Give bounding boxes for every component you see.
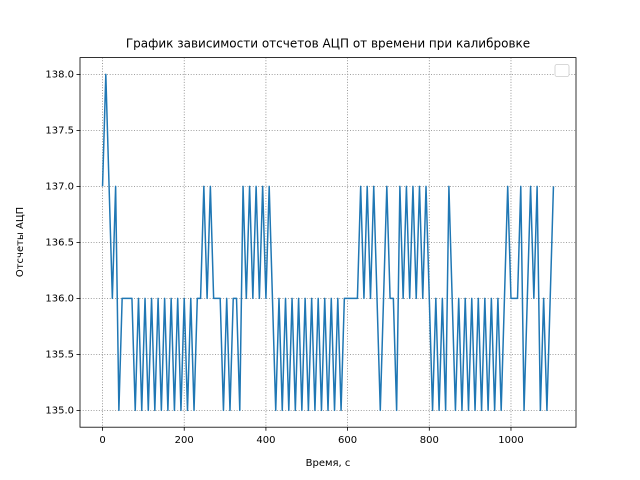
y-tick-label: 138.0	[45, 69, 74, 80]
x-tick-label: 600	[338, 435, 357, 446]
x-tick-label: 800	[420, 435, 439, 446]
data-line	[101, 73, 555, 412]
chart-title: График зависимости отсчетов АЦП от време…	[126, 37, 530, 51]
legend	[554, 64, 570, 77]
x-tick-label: 200	[175, 435, 194, 446]
y-tick-label: 136.0	[45, 293, 74, 304]
x-tick-label: 0	[99, 435, 105, 446]
y-tick-label: 137.0	[45, 181, 74, 192]
y-tick-label: 136.5	[45, 237, 74, 248]
x-tick-label: 400	[256, 435, 275, 446]
plot-area	[101, 73, 555, 412]
y-tick-label: 137.5	[45, 125, 74, 136]
x-axis-label: Время, с	[306, 458, 351, 469]
y-tick-label: 135.0	[45, 405, 74, 416]
y-tick-label: 135.5	[45, 349, 74, 360]
x-tick-label: 1000	[498, 435, 523, 446]
y-axis-label: Отсчеты АЦП	[15, 207, 26, 277]
